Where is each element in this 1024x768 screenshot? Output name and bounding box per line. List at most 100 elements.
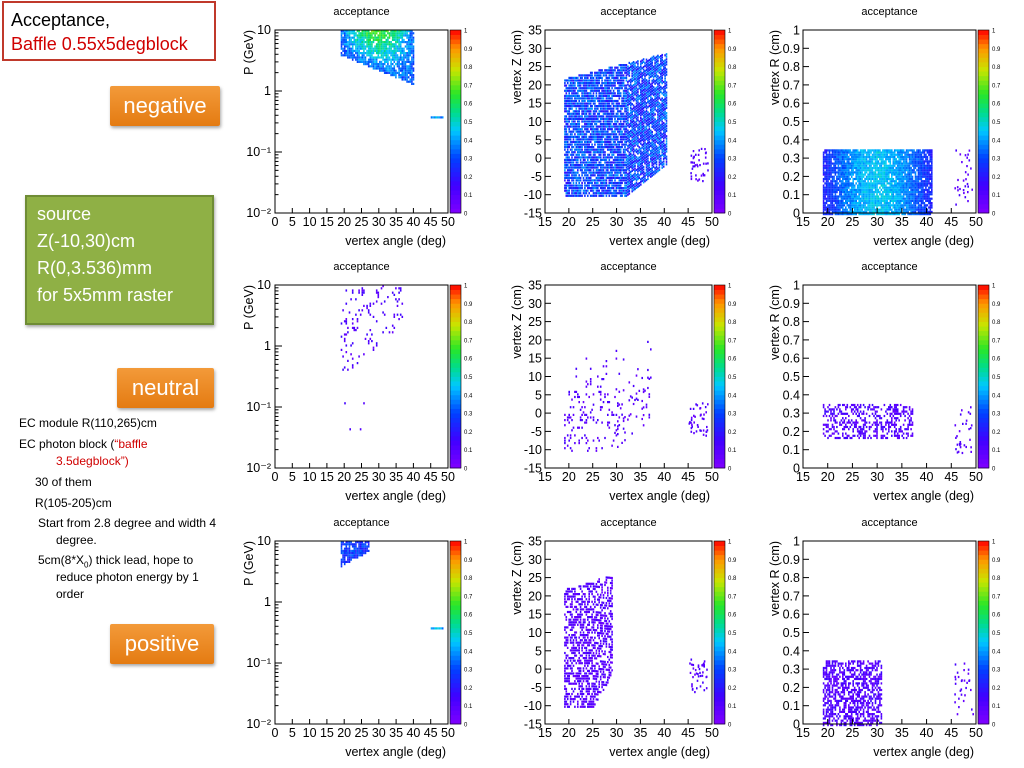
heatmap-cell	[395, 63, 397, 66]
heatmap-cell	[876, 202, 878, 205]
heatmap-cell	[652, 155, 655, 158]
heatmap-cell	[572, 194, 575, 197]
color-scale-label: 0.9	[728, 47, 737, 53]
heatmap-cell	[627, 98, 629, 101]
heatmap-cell	[655, 109, 658, 112]
heatmap-cell	[565, 194, 568, 197]
heatmap-cell	[569, 94, 572, 97]
heatmap-cell	[577, 166, 579, 169]
color-scale-segment	[714, 203, 725, 209]
heatmap-cell	[664, 108, 666, 111]
heatmap-cell	[624, 117, 626, 120]
heatmap-cell	[861, 162, 863, 165]
label-negative: negative	[110, 86, 220, 126]
heatmap-cell	[836, 197, 838, 200]
heatmap-cell	[572, 192, 575, 195]
heatmap-cell	[618, 84, 621, 87]
heatmap-cell	[572, 102, 575, 105]
heatmap-cell	[640, 88, 642, 91]
heatmap-cell	[644, 110, 646, 114]
heatmap-cell	[375, 38, 378, 41]
color-scale-segment	[714, 30, 725, 35]
heatmap-cell	[597, 156, 599, 159]
heatmap-cell	[846, 173, 849, 176]
heatmap-cell	[634, 123, 636, 127]
heatmap-cell	[661, 135, 663, 139]
heatmap-cell	[839, 160, 841, 163]
note-lead: 5cm(8*X0) thick lead, hope to	[38, 553, 193, 569]
heatmap-cell	[868, 155, 871, 159]
heatmap-cell	[343, 30, 346, 33]
heatmap-cell	[588, 130, 590, 133]
heatmap-cell	[830, 206, 832, 209]
heatmap-cell	[870, 151, 872, 154]
color-scale-segment	[450, 43, 461, 49]
heatmap-cell	[432, 116, 434, 119]
heatmap-cell	[622, 102, 625, 105]
heatmap-cell	[411, 38, 413, 41]
heatmap-cell	[385, 58, 388, 61]
heatmap-cell	[877, 213, 880, 216]
heatmap-cell	[592, 79, 595, 82]
heatmap-cell	[662, 111, 665, 114]
heatmap-cell	[393, 47, 396, 50]
heatmap-cell	[581, 102, 583, 105]
x-tick-label: 50	[705, 215, 719, 229]
heatmap-cell	[618, 151, 621, 154]
heatmap-cell	[662, 65, 665, 68]
heatmap-cell	[579, 146, 582, 149]
note-ec-module: EC module R(110,265)cm	[19, 416, 157, 430]
heatmap-cell	[647, 60, 649, 63]
color-scale-segment	[714, 84, 725, 90]
heatmap-cell	[597, 158, 599, 161]
heatmap-cell	[658, 92, 661, 95]
heatmap-cell	[855, 153, 857, 156]
heatmap-cell	[399, 43, 402, 46]
heatmap-cell	[594, 187, 596, 190]
heatmap-cell	[609, 112, 612, 115]
heatmap-cell	[661, 166, 663, 169]
heatmap-cell	[831, 204, 834, 207]
heatmap-cell	[391, 74, 394, 77]
y-axis-label: vertex Z (cm)	[510, 30, 524, 104]
heatmap-cell	[595, 158, 598, 161]
heatmap-cell	[621, 125, 623, 128]
heatmap-cell	[607, 135, 609, 138]
heatmap-cell	[602, 189, 605, 192]
heatmap-cell	[642, 60, 645, 63]
heatmap-cell	[856, 188, 859, 191]
heatmap-cell	[614, 99, 616, 103]
heatmap-cell	[662, 145, 665, 148]
heatmap-cell	[846, 184, 849, 187]
heatmap-cell	[657, 123, 659, 127]
heatmap-cell	[640, 83, 642, 86]
heatmap-cell	[571, 112, 573, 115]
heatmap-cell	[631, 187, 633, 190]
heatmap-cell	[850, 158, 853, 161]
heatmap-cell	[607, 84, 609, 87]
heatmap-cell	[638, 138, 641, 141]
heatmap-cell	[827, 197, 829, 200]
color-scale-segment	[450, 71, 461, 77]
heatmap-cell	[839, 210, 841, 213]
heatmap-cell	[599, 69, 602, 72]
heatmap-cell	[588, 169, 590, 172]
heatmap-cell	[642, 153, 645, 156]
heatmap-cell	[565, 94, 568, 97]
heatmap-cell	[395, 71, 397, 74]
heatmap-cell	[645, 104, 648, 107]
heatmap-cell	[628, 179, 631, 182]
heatmap-cell	[569, 166, 572, 169]
heatmap-cell	[598, 138, 600, 141]
heatmap-cell	[645, 112, 648, 115]
heatmap-cell	[827, 180, 829, 183]
heatmap-cell	[369, 38, 372, 41]
heatmap-cell	[651, 64, 653, 67]
heatmap-cell	[644, 172, 646, 175]
heatmap-cell	[842, 158, 844, 161]
heatmap-cell	[607, 171, 609, 174]
heatmap-cell	[587, 97, 589, 100]
heatmap-cell	[584, 148, 586, 151]
heatmap-cell	[645, 168, 648, 171]
heatmap-cell	[387, 69, 389, 72]
